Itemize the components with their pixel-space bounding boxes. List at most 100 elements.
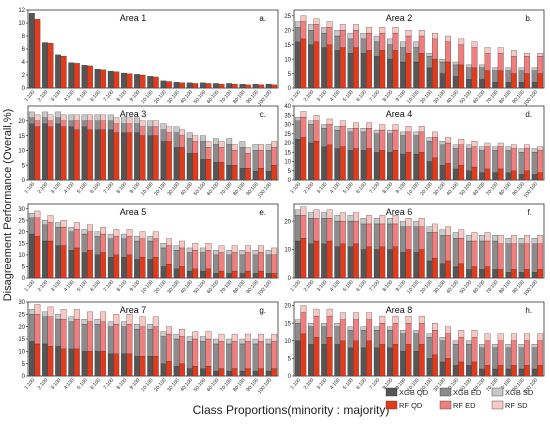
bar-rf-sd-60-100 — [218, 333, 225, 342]
bar-rf-sd-8-100 — [392, 124, 399, 131]
bar-rf-ed-1-100 — [34, 314, 41, 345]
bar-xgb-ed-20-100 — [426, 337, 433, 359]
bar-rf-qd-1-100 — [34, 343, 41, 377]
bar-rf-qd-20-100 — [432, 257, 438, 279]
bar-xgb-qd-7-100 — [107, 353, 114, 377]
bar-rf-sd-80-100 — [244, 333, 251, 342]
bar-xgb-ed-7-100 — [373, 330, 380, 348]
bar-rf-ed-100-100 — [271, 147, 278, 166]
bar-xgb-qd-20-100 — [160, 266, 167, 279]
bar-xgb-ed-7-100 — [107, 326, 114, 354]
bar-rf-sd-5-100 — [353, 312, 359, 320]
bar-rf-qd-6-100 — [366, 148, 373, 181]
bar-rf-ed-5-100 — [87, 231, 93, 251]
bar-rf-ed-20-100 — [432, 137, 438, 158]
bar-rf-qd-90-100 — [258, 84, 264, 89]
x-tick-label: 60:100 — [206, 181, 221, 197]
bar-xgb-sd-1-100 — [294, 319, 301, 324]
bar-xgb-sd-1-100 — [28, 213, 35, 219]
bar-xgb-ed-60-100 — [479, 150, 485, 173]
bar-xgb-qd-6-100 — [94, 254, 101, 279]
bar-rf-ed-1-100 — [300, 312, 307, 334]
panel-title: Area 2 — [386, 13, 413, 23]
bar-xgb-qd-90-100 — [518, 272, 525, 279]
bar-rf-qd-4-100 — [73, 348, 80, 377]
bar-rf-qd-40-100 — [192, 268, 199, 279]
y-tick-label: 15 — [284, 321, 291, 327]
bar-rf-ed-100-100 — [537, 150, 544, 173]
bar-rf-qd-9-100 — [405, 344, 412, 377]
bar-rf-qd-10-100 — [418, 249, 425, 279]
bar-xgb-sd-20-100 — [426, 53, 433, 57]
bar-rf-sd-2-100 — [313, 308, 320, 317]
bar-xgb-ed-6-100 — [360, 223, 367, 250]
panel-title: Area 7 — [120, 305, 147, 315]
bar-xgb-qd-10-100 — [413, 61, 420, 89]
x-tick-label: 7:100 — [368, 89, 381, 103]
bar-rf-qd-100-100 — [537, 269, 544, 279]
bar-rf-qd-60-100 — [218, 368, 225, 377]
bar-xgb-sd-80-100 — [505, 146, 512, 151]
bar-xgb-qd-70-100 — [226, 83, 233, 89]
x-tick-label: 8:100 — [382, 89, 395, 103]
bar-rf-ed-2-100 — [47, 120, 54, 127]
y-tick-label: 20 — [284, 304, 291, 310]
bar-rf-sd-6-100 — [366, 122, 373, 129]
bar-xgb-qd-100-100 — [531, 82, 538, 89]
x-tick-label: 7:100 — [102, 181, 115, 195]
bar-rf-qd-40-100 — [192, 83, 199, 89]
bar-rf-ed-90-100 — [524, 340, 530, 366]
bar-rf-sd-60-100 — [484, 232, 491, 242]
bar-rf-qd-5-100 — [353, 243, 359, 279]
bar-rf-sd-20-100 — [432, 322, 438, 331]
bar-rf-qd-1-100 — [34, 126, 41, 181]
bar-rf-sd-100-100 — [537, 146, 544, 151]
bar-rf-sd-10-100 — [152, 231, 159, 239]
bar-rf-ed-90-100 — [258, 150, 264, 169]
y-tick-label: 0 — [288, 178, 292, 184]
x-tick-label: 3:100 — [316, 89, 329, 103]
bar-rf-ed-6-100 — [366, 319, 373, 341]
bar-rf-qd-50-100 — [205, 268, 212, 279]
bar-rf-ed-70-100 — [497, 146, 504, 170]
bar-rf-sd-80-100 — [510, 50, 517, 57]
bar-rf-sd-30-100 — [445, 137, 451, 144]
bar-rf-sd-70-100 — [497, 47, 504, 54]
bar-rf-ed-60-100 — [218, 341, 225, 369]
bar-xgb-qd-7-100 — [107, 70, 114, 89]
bar-xgb-sd-30-100 — [173, 126, 180, 133]
panel-title: Area 1 — [120, 13, 147, 23]
bar-rf-sd-7-100 — [379, 215, 386, 225]
bar-xgb-qd-60-100 — [213, 273, 219, 279]
x-tick-label: 50:100 — [193, 89, 208, 105]
bar-xgb-sd-60-100 — [479, 146, 485, 151]
bar-rf-qd-70-100 — [231, 270, 238, 279]
x-tick-label: 80:100 — [498, 89, 513, 105]
bar-xgb-ed-9-100 — [134, 240, 140, 260]
bar-xgb-qd-90-100 — [252, 370, 259, 377]
bar-xgb-sd-60-100 — [213, 250, 219, 256]
bar-rf-ed-90-100 — [258, 252, 264, 272]
bar-rf-ed-4-100 — [339, 126, 346, 147]
panel-letter: d. — [525, 110, 532, 119]
bar-xgb-qd-2-100 — [42, 240, 48, 279]
bar-xgb-ed-9-100 — [400, 47, 406, 63]
bar-rf-ed-1-100 — [300, 21, 307, 40]
x-tick-label: 2:100 — [37, 181, 50, 195]
x-tick-label: 4:100 — [63, 89, 76, 103]
bar-xgb-ed-70-100 — [226, 343, 233, 372]
bar-xgb-sd-100-100 — [531, 67, 538, 71]
bar-rf-qd-50-100 — [471, 361, 478, 377]
bar-rf-ed-1-100 — [300, 116, 307, 138]
bar-rf-sd-90-100 — [258, 144, 264, 151]
bar-rf-ed-80-100 — [244, 341, 251, 369]
figure-ylabel: Disagreement Performance (Overall,%) — [2, 109, 14, 302]
bar-xgb-qd-8-100 — [121, 72, 127, 89]
bar-rf-qd-9-100 — [405, 152, 412, 181]
bar-rf-qd-9-100 — [139, 356, 146, 377]
legend-swatch-xgb-ed — [439, 387, 452, 397]
bar-rf-qd-8-100 — [126, 73, 133, 89]
bar-xgb-sd-7-100 — [373, 129, 380, 134]
bar-xgb-ed-80-100 — [505, 243, 512, 273]
bar-rf-sd-6-100 — [366, 215, 373, 225]
